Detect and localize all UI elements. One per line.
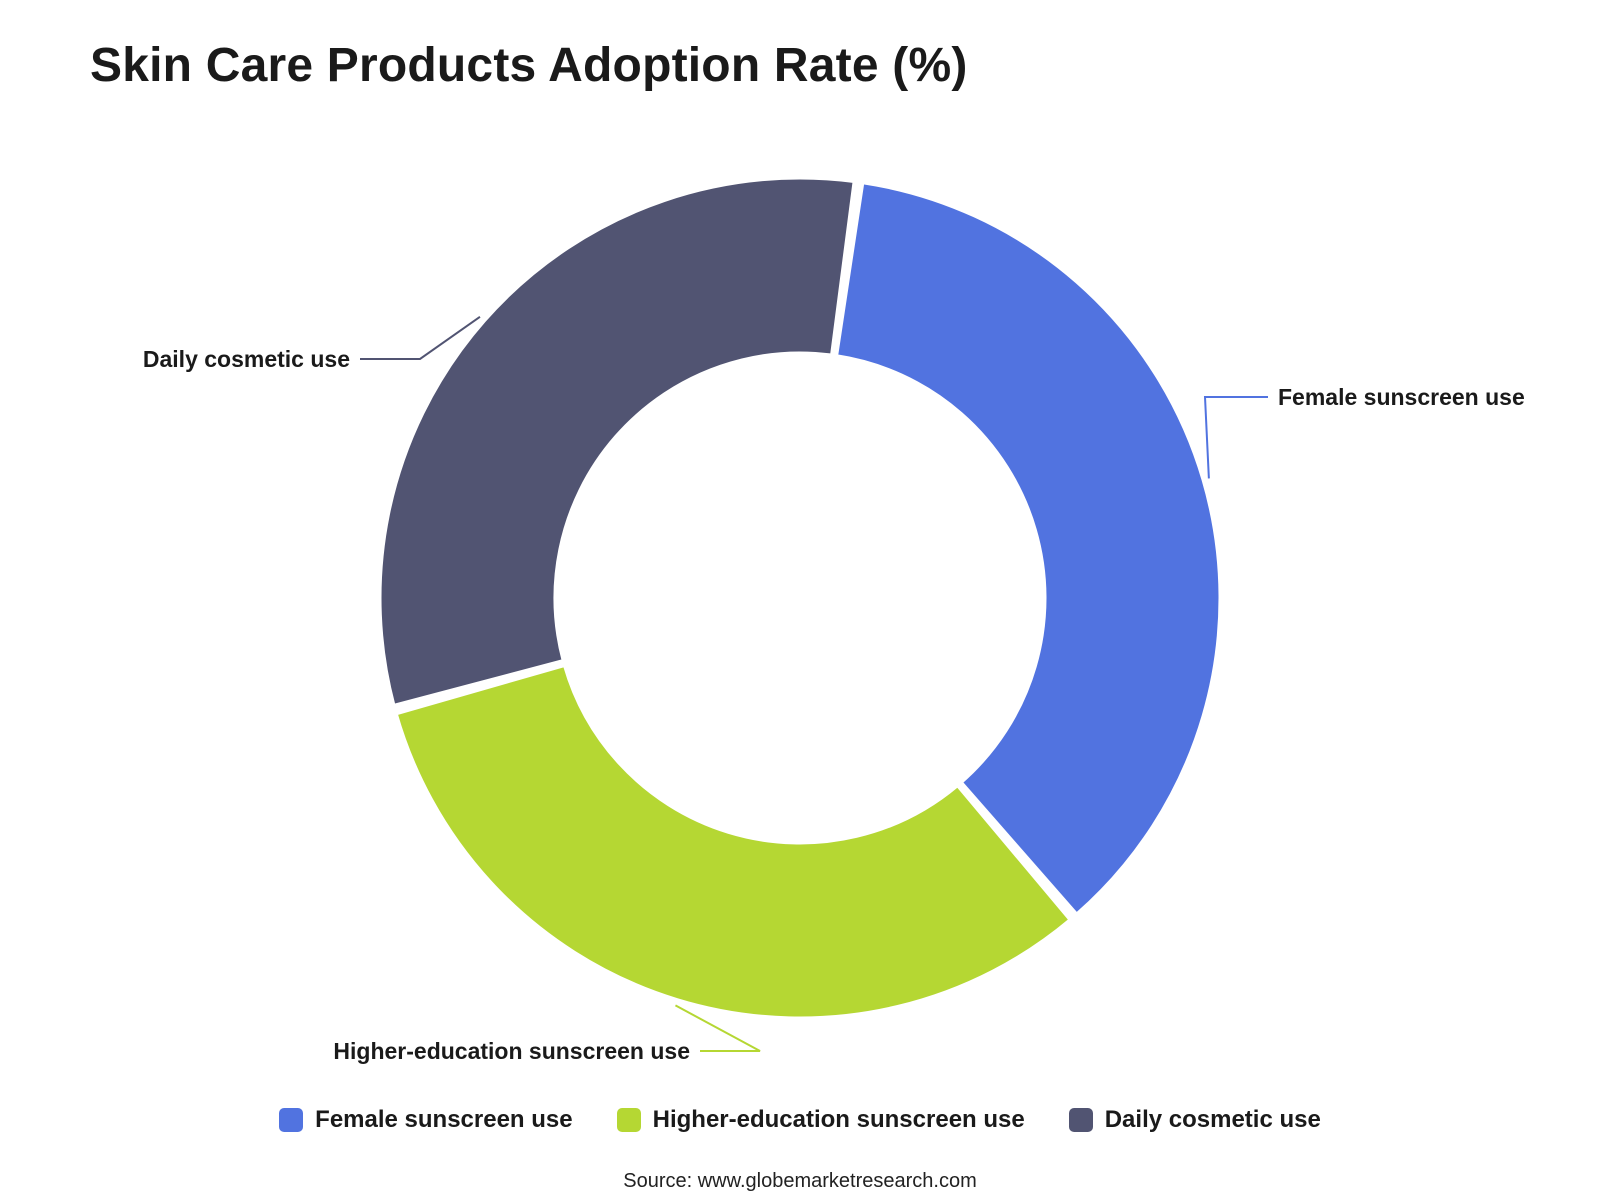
slice-female-sunscreen-use[interactable] [835, 181, 1222, 916]
leader-line-female-sunscreen-use [1203, 396, 1268, 479]
slice-higher-education-sunscreen-use[interactable] [394, 664, 1072, 1020]
legend-item-female-sunscreen[interactable]: Female sunscreen use [279, 1106, 573, 1134]
leader-lines-group [360, 316, 1268, 1052]
legend-label-female-sunscreen: Female sunscreen use [315, 1106, 573, 1133]
legend-swatch-daily-cosmetic [1068, 1108, 1093, 1132]
slice-daily-cosmetic-use[interactable] [378, 176, 856, 707]
slice-label-higher-education-sunscreen-use: Higher-education sunscreen use [333, 1038, 690, 1064]
legend-item-higher-education-sunscreen[interactable]: Higher-education sunscreen use [616, 1106, 1025, 1134]
legend-label-higher-education-sunscreen: Higher-education sunscreen use [652, 1106, 1025, 1133]
slices-group [378, 176, 1222, 1020]
chart-title: Skin Care Products Adoption Rate (%) [90, 39, 968, 92]
legend-swatch-higher-education-sunscreen [616, 1108, 641, 1132]
leader-line-higher-education-sunscreen-use [674, 1004, 761, 1052]
legend-label-daily-cosmetic: Daily cosmetic use [1104, 1106, 1321, 1133]
legend: Female sunscreen use Higher-education su… [0, 1106, 1600, 1134]
source-text: Source: www.globemarketresearch.com [623, 1170, 977, 1192]
leader-line-daily-cosmetic-use [360, 316, 481, 360]
legend-item-daily-cosmetic[interactable]: Daily cosmetic use [1068, 1106, 1321, 1134]
slice-labels-group: Female sunscreen use Higher-education sun… [143, 346, 1525, 1064]
legend-swatch-female-sunscreen [279, 1108, 304, 1132]
slice-label-female-sunscreen-use: Female sunscreen use [1278, 384, 1525, 410]
slice-label-daily-cosmetic-use: Daily cosmetic use [143, 346, 350, 372]
